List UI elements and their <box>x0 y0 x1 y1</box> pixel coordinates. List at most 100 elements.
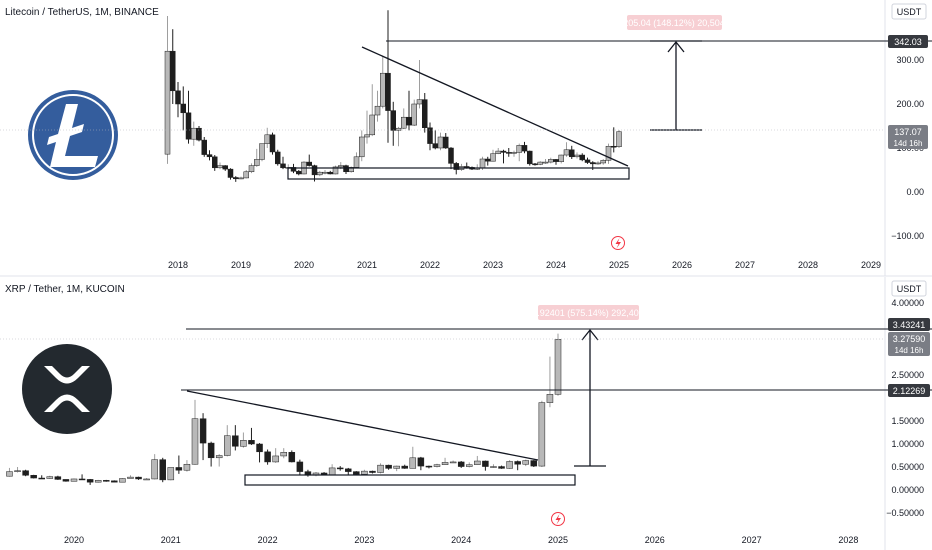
candle <box>377 463 384 474</box>
candle <box>579 153 585 162</box>
candle <box>94 479 102 483</box>
candle-body <box>380 72 386 107</box>
candle <box>359 130 365 162</box>
candle <box>322 170 328 175</box>
candle-body <box>217 165 223 169</box>
candle <box>369 470 376 474</box>
candle <box>448 147 454 170</box>
candle <box>558 154 564 164</box>
xrp-pane-title: XRP / Tether, 1M, KUCOIN <box>5 284 125 295</box>
ltc-arrowhead <box>667 40 685 53</box>
candle-body <box>191 418 199 465</box>
candle <box>199 413 207 461</box>
candle-body <box>482 460 489 467</box>
candle-body <box>474 460 481 465</box>
candle-body <box>542 161 549 164</box>
candle-body <box>432 143 438 149</box>
ltc-lightning-icon[interactable] <box>611 236 625 250</box>
candle-body <box>600 160 606 164</box>
candle <box>364 110 370 144</box>
candle-body <box>530 460 538 467</box>
candle <box>275 149 281 166</box>
candle <box>248 427 255 445</box>
candle <box>527 150 533 166</box>
candle-body <box>527 150 533 165</box>
candle-body <box>406 116 412 126</box>
candle-body <box>62 479 70 482</box>
candle <box>611 127 617 153</box>
x-tick-label: 2026 <box>672 260 692 270</box>
candle <box>240 432 247 448</box>
candle <box>345 467 352 476</box>
candle-body <box>395 127 402 131</box>
candle-body <box>590 162 596 165</box>
candle <box>151 454 158 480</box>
candle-body <box>206 154 213 158</box>
candle <box>482 460 489 471</box>
svg-text:2.12269: 2.12269 <box>893 386 926 396</box>
candle <box>411 99 417 126</box>
candle <box>238 176 244 180</box>
xrp-lightning-icon[interactable] <box>551 512 565 526</box>
candle-body <box>425 465 433 468</box>
candle-body <box>159 459 166 481</box>
candle <box>542 159 549 164</box>
xrp-price-badge-mid: 2.12269 <box>888 384 930 397</box>
candle <box>103 479 110 482</box>
candle-body <box>500 150 507 153</box>
candle <box>521 141 528 154</box>
candle-body <box>338 165 344 168</box>
ltc-current-price-badge: 137.07 14d 16h <box>888 125 928 149</box>
candle-body <box>280 163 286 169</box>
candle-body <box>521 145 528 152</box>
candle <box>248 163 255 174</box>
candle <box>417 456 425 471</box>
candle <box>304 469 312 477</box>
candle <box>296 170 302 176</box>
candle <box>38 475 45 480</box>
candle-body <box>328 467 336 476</box>
x-tick-label: 2021 <box>161 535 181 545</box>
candle <box>416 60 423 109</box>
xrp-measure-label-bg <box>538 305 639 320</box>
candle <box>474 455 481 465</box>
candle-body <box>199 418 207 444</box>
candle-body <box>448 147 454 164</box>
candle-body <box>427 127 433 144</box>
xrp-price-badge-top: 3.43241 <box>888 318 930 331</box>
ltc-time-axis: 2018 2019 2020 2021 2022 2023 2024 2025 2026 2027… <box>168 260 881 270</box>
candle-body <box>466 464 473 467</box>
x-tick-label: 2027 <box>742 535 762 545</box>
candle-body <box>70 478 78 482</box>
candle <box>206 150 213 161</box>
x-tick-label: 2022 <box>420 260 440 270</box>
candle <box>317 170 323 177</box>
candle <box>441 457 449 465</box>
candle <box>546 356 554 408</box>
candle <box>327 170 333 175</box>
candle-body <box>232 435 239 447</box>
candle <box>175 455 183 474</box>
y-tick-label: 200.00 <box>896 99 924 109</box>
candle-body <box>272 455 279 463</box>
candle <box>78 474 86 481</box>
candle <box>296 459 304 475</box>
candle <box>498 465 505 469</box>
candle <box>616 129 622 148</box>
candle <box>537 161 543 166</box>
x-tick-label: 2023 <box>354 535 374 545</box>
candle-body <box>254 159 260 166</box>
candle-body <box>111 480 118 483</box>
candle-body <box>345 468 352 472</box>
xrp-unit-button[interactable]: USDT <box>891 280 927 297</box>
candle <box>269 132 276 155</box>
candle-body <box>498 466 505 469</box>
candle <box>30 474 37 479</box>
x-tick-label: 2028 <box>838 535 858 545</box>
ltc-unit-button[interactable]: USDT <box>891 3 927 20</box>
candle-body <box>457 461 465 467</box>
xrp-time-axis: 2020 2021 2022 2023 2024 2025 2026 2027 2028 <box>64 535 858 545</box>
candle <box>457 461 465 468</box>
candle-body <box>369 114 375 136</box>
candle <box>46 475 54 479</box>
